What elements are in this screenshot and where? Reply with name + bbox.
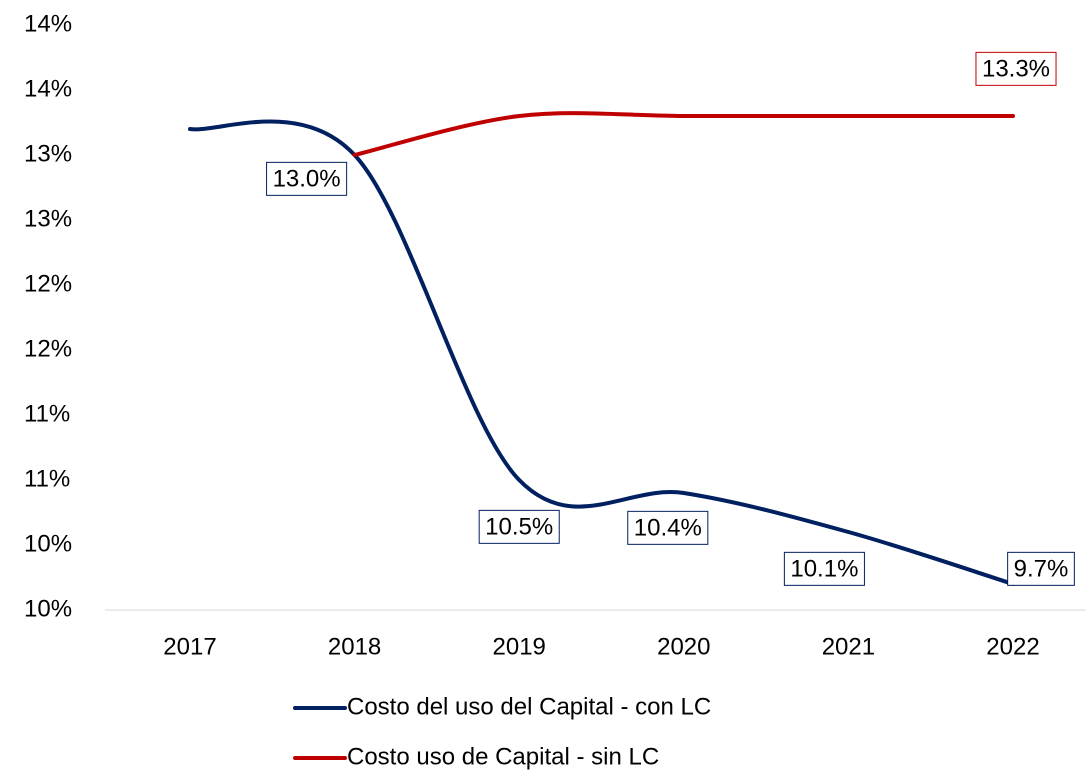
x-tick-label: 2020 [657,633,710,660]
y-tick-label: 12% [24,335,72,362]
y-tick-label: 11% [24,400,70,427]
y-tick-label: 12% [24,270,72,297]
data-label: 13.0% [273,165,341,192]
x-tick-label: 2017 [163,633,216,660]
y-tick-label: 10% [24,530,72,557]
data-label: 10.4% [634,514,702,541]
y-tick-label: 13% [24,140,72,167]
data-label: 10.5% [485,513,553,540]
y-tick-label: 10% [24,595,72,622]
legend-label: Costo uso de Capital - sin LC [347,743,659,770]
line-series [352,111,1015,157]
y-tick-label: 14% [24,10,72,37]
x-tick-label: 2018 [328,633,381,660]
data-label-box [1007,551,1075,586]
x-tick-label: 2021 [822,633,875,660]
x-tick-label: 2019 [493,633,546,660]
data-label: 13.3% [982,55,1050,82]
data-label: 10.1% [790,555,858,582]
data-label-box [478,509,560,544]
x-tick-label: 2022 [986,633,1039,660]
data-label-box [975,51,1057,86]
data-label-box [627,510,709,545]
data-label-box [266,161,348,196]
data-label: 9.7% [1014,555,1069,582]
legend-label: Costo del uso del Capital - con LC [347,693,711,720]
line-series [188,119,1015,586]
y-tick-label: 14% [24,75,72,102]
y-tick-label: 11% [24,465,70,492]
y-tick-label: 13% [24,205,72,232]
data-label-box [783,551,865,586]
